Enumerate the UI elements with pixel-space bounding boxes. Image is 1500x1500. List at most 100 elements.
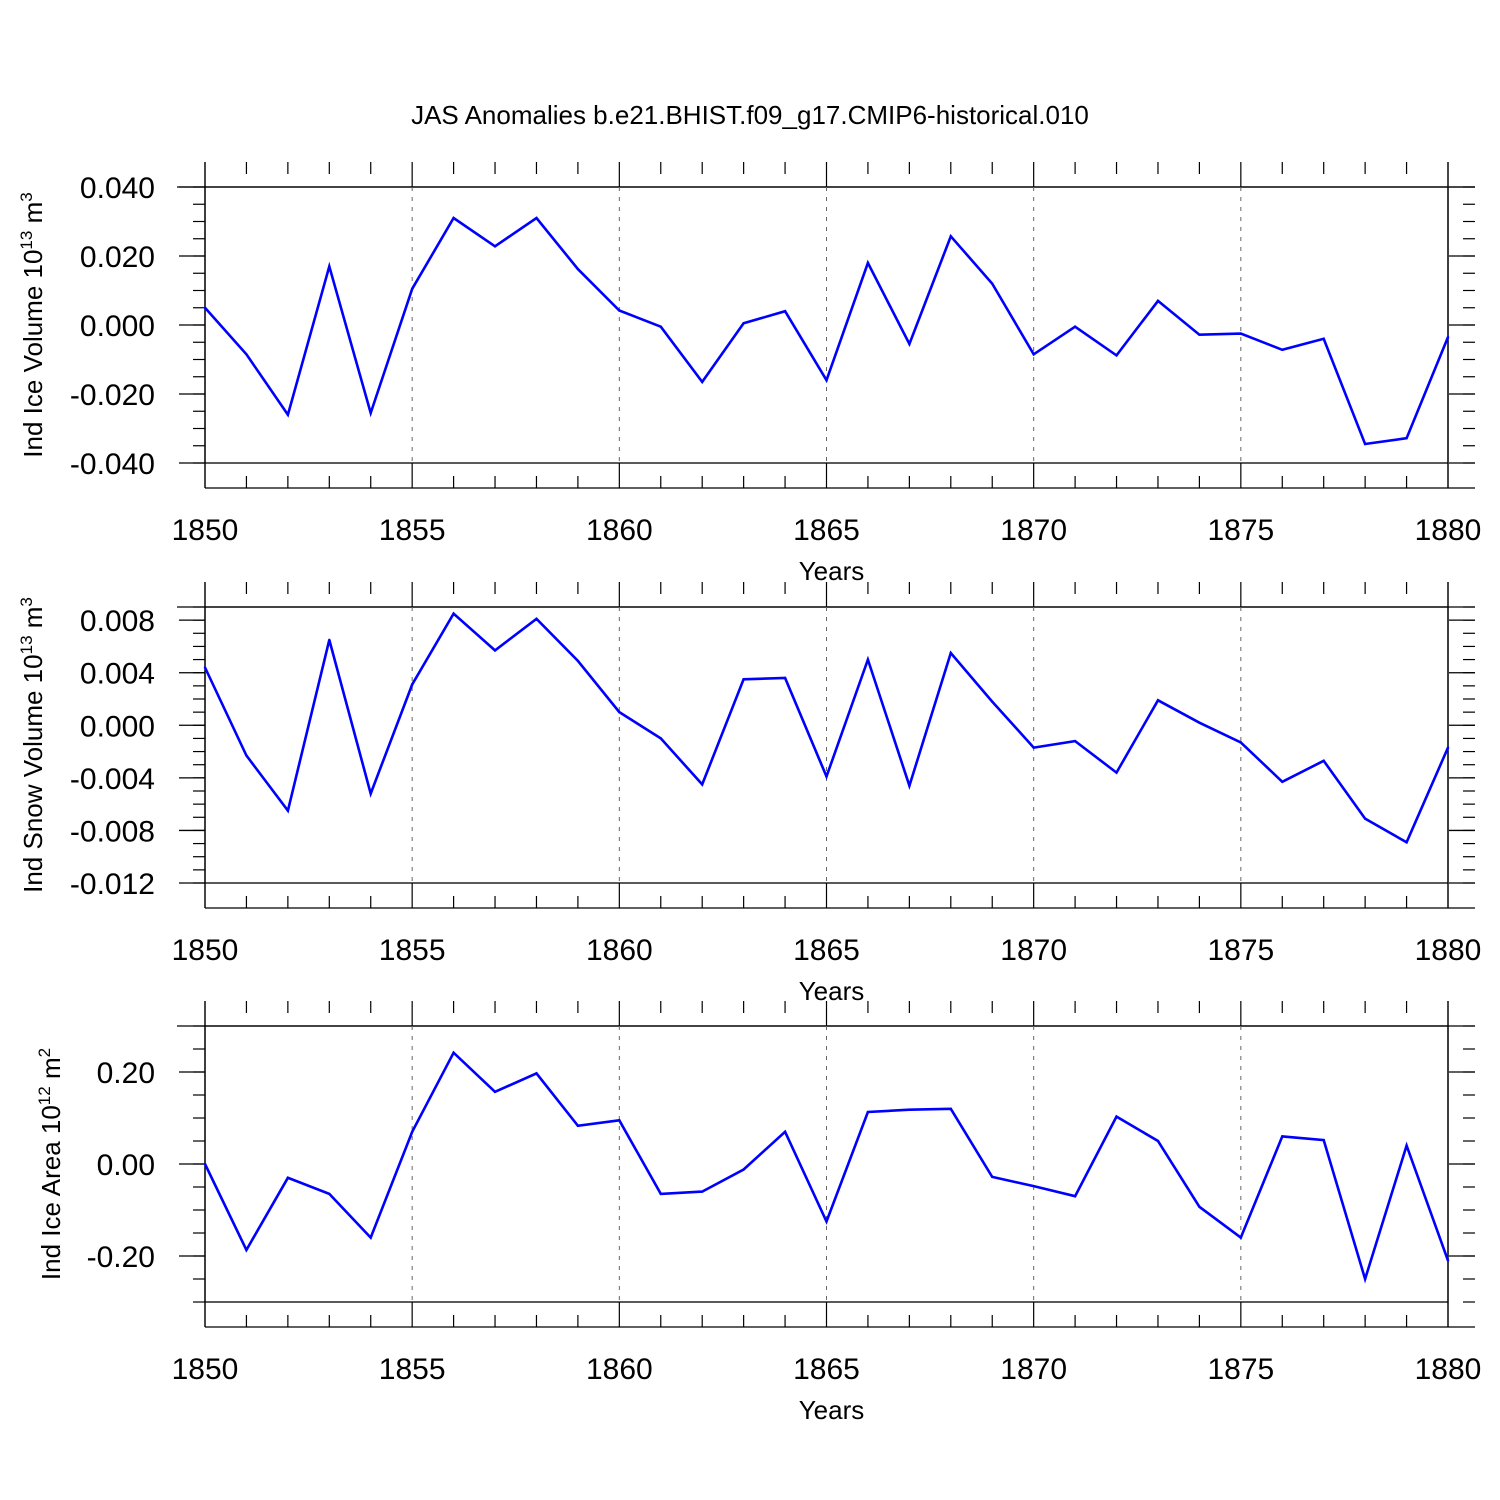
- data-point: [1156, 299, 1160, 303]
- data-point: [1115, 354, 1118, 357]
- y-title-main: Ind Ice Area 10: [36, 1105, 66, 1280]
- data-point: [452, 1051, 455, 1054]
- y-title-unit-exponent: 3: [17, 192, 36, 201]
- y-title-exponent: 12: [35, 1086, 54, 1105]
- data-point: [1198, 721, 1201, 724]
- data-point: [1363, 442, 1367, 446]
- figure-title: JAS Anomalies b.e21.BHIST.f09_g17.CMIP6-…: [411, 100, 1089, 130]
- data-point: [1032, 746, 1035, 749]
- data-point: [1446, 1259, 1450, 1262]
- data-point: [245, 754, 248, 757]
- y-title-unit: m: [18, 607, 48, 636]
- data-point: [328, 638, 331, 642]
- y-title-main: Ind Ice Volume 10: [18, 250, 48, 458]
- x-tick-label: 1860: [586, 514, 653, 547]
- y-tick-label: 0.000: [80, 710, 155, 743]
- data-point: [1322, 759, 1325, 762]
- data-point: [1198, 1205, 1201, 1208]
- data-point: [410, 683, 414, 686]
- y-tick-label: -0.004: [70, 763, 155, 796]
- data-point: [1115, 771, 1118, 774]
- data-point: [493, 649, 497, 652]
- x-tick-label: 1870: [1000, 514, 1067, 547]
- data-point: [825, 775, 828, 778]
- y-title-unit: m: [36, 1057, 66, 1086]
- x-axis-title: Years: [799, 976, 865, 1006]
- data-point: [866, 261, 870, 265]
- data-point: [1281, 348, 1284, 352]
- x-tick-label: 1870: [1000, 934, 1067, 967]
- data-point: [1239, 1236, 1243, 1239]
- data-point: [245, 1248, 248, 1252]
- data-point: [1405, 436, 1408, 440]
- y-tick-label: -0.020: [70, 379, 155, 412]
- x-tick-label: 1875: [1207, 514, 1274, 547]
- data-point: [825, 379, 828, 382]
- x-tick-label: 1870: [1000, 1353, 1067, 1386]
- data-point: [659, 325, 662, 328]
- data-point: [328, 265, 331, 268]
- data-point: [1281, 1135, 1284, 1138]
- data-point: [1115, 1115, 1118, 1118]
- data-point: [783, 1130, 787, 1134]
- data-point: [369, 792, 372, 795]
- data-point: [245, 353, 248, 356]
- y-tick-label: -0.040: [70, 448, 155, 481]
- y-title-exponent: 13: [17, 635, 36, 654]
- x-tick-label: 1855: [379, 934, 446, 967]
- y-tick-label: 0.008: [80, 605, 155, 638]
- x-tick-label: 1860: [586, 934, 653, 967]
- data-point: [742, 678, 745, 681]
- x-tick-label: 1860: [586, 1353, 653, 1386]
- data-point: [701, 783, 704, 786]
- data-point: [1156, 699, 1160, 702]
- data-point: [369, 411, 372, 415]
- x-tick-label: 1865: [793, 934, 860, 967]
- y-tick-label: 0.20: [97, 1057, 155, 1090]
- data-point: [949, 235, 952, 238]
- data-point: [1281, 780, 1284, 783]
- y-axis-title: Ind Snow Volume 1013 m3: [17, 597, 48, 893]
- y-axis-title: Ind Ice Volume 1013 m3: [17, 192, 48, 457]
- y-title-unit-exponent: 3: [17, 597, 36, 606]
- data-point: [1198, 333, 1201, 336]
- data-point: [1446, 746, 1450, 749]
- data-point: [908, 342, 911, 346]
- x-tick-label: 1875: [1207, 934, 1274, 967]
- data-point: [1156, 1139, 1160, 1143]
- data-point: [535, 617, 538, 621]
- panels: -0.040 -0.020 0.000 0.020 0.040 1850 1855 1860 1…: [17, 162, 1481, 1425]
- data-point: [203, 306, 207, 309]
- x-tick-label: 1875: [1207, 1353, 1274, 1386]
- x-tick-label: 1855: [379, 514, 446, 547]
- y-tick-label: -0.012: [70, 868, 155, 901]
- x-tick-label: 1850: [172, 514, 239, 547]
- data-point: [203, 1162, 207, 1166]
- data-point: [701, 1190, 704, 1193]
- data-point: [1363, 817, 1367, 820]
- data-point: [949, 651, 952, 655]
- y-tick-label: 0.020: [80, 241, 155, 274]
- data-point: [286, 413, 290, 416]
- x-tick-label: 1865: [793, 514, 860, 547]
- data-point: [991, 282, 994, 285]
- data-point: [1446, 335, 1450, 339]
- data-point: [286, 809, 290, 812]
- data-point: [369, 1236, 372, 1239]
- y-tick-label: 0.00: [97, 1149, 155, 1182]
- data-point: [659, 1192, 662, 1196]
- x-tick-label: 1880: [1415, 514, 1482, 547]
- data-point: [618, 1119, 621, 1122]
- data-point: [783, 676, 787, 680]
- data-point: [493, 1090, 497, 1093]
- data-point: [535, 216, 538, 220]
- data-point: [742, 322, 745, 325]
- x-tick-label: 1865: [793, 1353, 860, 1386]
- data-point: [949, 1107, 952, 1111]
- data-point: [701, 380, 704, 384]
- data-point: [659, 737, 662, 740]
- data-point: [1073, 739, 1077, 743]
- data-point: [866, 1110, 870, 1114]
- data-point: [576, 1124, 580, 1128]
- data-point: [908, 784, 911, 787]
